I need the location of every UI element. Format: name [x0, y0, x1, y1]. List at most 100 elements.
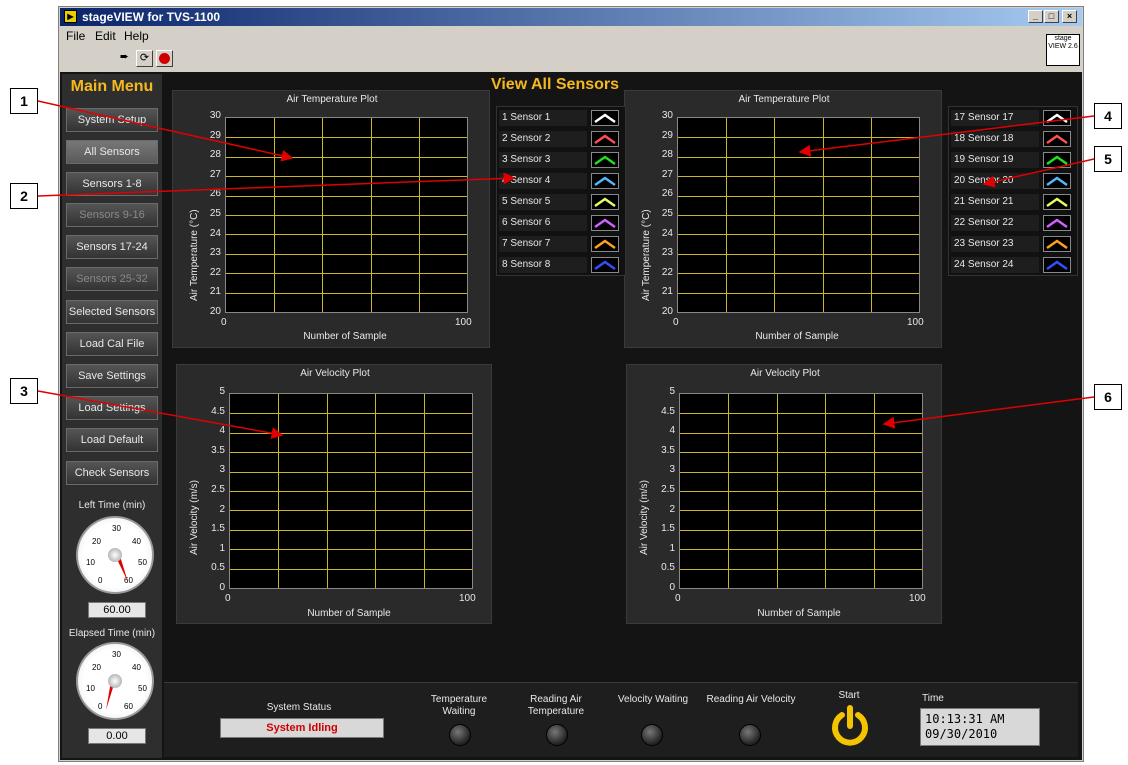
- reading-air-velocity-led: [739, 724, 761, 746]
- legend-row[interactable]: 2 Sensor 2: [499, 130, 625, 148]
- maximize-button[interactable]: □: [1044, 10, 1059, 23]
- legend-sensors-1-8: 1 Sensor 1 2 Sensor 2 3 Sensor 3 4 Sensor 4…: [496, 106, 626, 276]
- sensors-17-24-button[interactable]: Sensors 17-24: [66, 235, 158, 259]
- legend-label: 1 Sensor 1: [499, 110, 587, 126]
- velocity-plot-left-area[interactable]: [229, 393, 473, 589]
- legend-row[interactable]: 22 Sensor 22: [951, 214, 1077, 232]
- sensors-25-32-button[interactable]: Sensors 25-32: [66, 267, 158, 291]
- legend-swatch-icon[interactable]: [1043, 257, 1071, 273]
- legend-row[interactable]: 24 Sensor 24: [951, 256, 1077, 274]
- stageview-logo: stage VIEW 2.6: [1046, 34, 1080, 66]
- legend-row[interactable]: 21 Sensor 21: [951, 193, 1077, 211]
- legend-row[interactable]: 23 Sensor 23: [951, 235, 1077, 253]
- legend-swatch-icon[interactable]: [1043, 194, 1071, 210]
- legend-swatch-icon[interactable]: [1043, 131, 1071, 147]
- temp-plot-left-area[interactable]: [225, 117, 468, 313]
- time-value: 10:13:31 AM: [925, 712, 1005, 726]
- y-tick: 3.5: [661, 444, 675, 456]
- grid-line-horizontal: [680, 471, 922, 473]
- power-start-icon[interactable]: [828, 704, 872, 748]
- x-tick: 0: [221, 317, 227, 328]
- elapsed-time-value: 0.00: [88, 728, 146, 744]
- plot-title: Air Temperature Plot: [738, 94, 830, 105]
- legend-label: 24 Sensor 24: [951, 257, 1039, 273]
- y-tick: 2.5: [661, 484, 675, 495]
- legend-label: 22 Sensor 22: [951, 215, 1039, 231]
- grid-line-horizontal: [680, 549, 922, 551]
- legend-swatch-icon[interactable]: [591, 257, 619, 273]
- velocity-plot-left: Air Velocity Plot Air Velocity (m/s) 5 4.…: [176, 364, 492, 624]
- title-bar: ▶ stageVIEW for TVS-1100 _ □ ×: [60, 8, 1082, 26]
- temp-plot-right-area[interactable]: [677, 117, 920, 313]
- legend-swatch-icon[interactable]: [1043, 173, 1071, 189]
- grid-line-horizontal: [226, 176, 467, 178]
- legend-row[interactable]: 7 Sensor 7: [499, 235, 625, 253]
- grid-line-horizontal: [226, 292, 467, 294]
- menu-help[interactable]: Help: [124, 29, 149, 43]
- y-tick: 20: [661, 306, 673, 317]
- legend-label: 7 Sensor 7: [499, 236, 587, 252]
- grid-line-horizontal: [680, 529, 922, 531]
- y-tick: 30: [661, 110, 673, 121]
- run-continuous-icon[interactable]: ⟳: [136, 50, 153, 67]
- y-tick: 21: [209, 286, 221, 298]
- dial-needle-icon: [115, 555, 128, 582]
- y-tick: 0.5: [661, 562, 675, 574]
- grid-line-horizontal: [226, 156, 467, 158]
- y-tick: 2: [669, 503, 675, 515]
- left-time-label: Left Time (min): [78, 500, 146, 511]
- y-tick: 3: [669, 464, 675, 476]
- legend-swatch-icon[interactable]: [591, 215, 619, 231]
- legend-swatch-icon[interactable]: [591, 110, 619, 126]
- legend-swatch-icon[interactable]: [591, 131, 619, 147]
- save-settings-button[interactable]: Save Settings: [66, 364, 158, 388]
- legend-row[interactable]: 3 Sensor 3: [499, 151, 625, 169]
- load-settings-button[interactable]: Load Settings: [66, 396, 158, 420]
- y-tick: 3: [219, 464, 225, 476]
- load-default-button[interactable]: Load Default: [66, 428, 158, 452]
- legend-row[interactable]: 8 Sensor 8: [499, 256, 625, 274]
- sensors-9-16-button[interactable]: Sensors 9-16: [66, 203, 158, 227]
- menu-edit[interactable]: Edit: [95, 29, 116, 43]
- y-tick: 4.5: [661, 405, 675, 417]
- callout-arrow-3: [37, 390, 284, 440]
- callout-6: 6: [1094, 384, 1122, 410]
- legend-row[interactable]: 18 Sensor 18: [951, 130, 1077, 148]
- legend-row[interactable]: 5 Sensor 5: [499, 193, 625, 211]
- y-tick: 29: [661, 129, 673, 141]
- close-button[interactable]: ×: [1062, 10, 1077, 23]
- y-tick: 26: [209, 188, 221, 200]
- legend-row[interactable]: 19 Sensor 19: [951, 151, 1077, 169]
- stop-icon[interactable]: [156, 50, 173, 67]
- velocity-waiting-label: Velocity Waiting: [617, 694, 689, 705]
- grid-line-horizontal: [226, 273, 467, 275]
- minimize-button[interactable]: _: [1028, 10, 1043, 23]
- y-tick: 23: [209, 247, 221, 259]
- menu-file[interactable]: File: [66, 29, 86, 43]
- legend-label: 21 Sensor 21: [951, 194, 1039, 210]
- velocity-plot-right-area[interactable]: [679, 393, 923, 589]
- legend-row[interactable]: 4 Sensor 4: [499, 172, 625, 190]
- legend-swatch-icon[interactable]: [1043, 236, 1071, 252]
- legend-swatch-icon[interactable]: [1043, 215, 1071, 231]
- legend-swatch-icon[interactable]: [591, 194, 619, 210]
- legend-label: 8 Sensor 8: [499, 257, 587, 273]
- legend-swatch-icon[interactable]: [591, 152, 619, 168]
- grid-line-horizontal: [230, 491, 472, 492]
- legend-swatch-icon[interactable]: [591, 236, 619, 252]
- legend-row[interactable]: 1 Sensor 1: [499, 109, 625, 127]
- legend-row[interactable]: 6 Sensor 6: [499, 214, 625, 232]
- selected-sensors-button[interactable]: Selected Sensors: [66, 300, 158, 324]
- grid-line-horizontal: [680, 432, 922, 434]
- grid-line-horizontal: [226, 234, 467, 236]
- run-arrow-icon[interactable]: ➨: [119, 51, 130, 63]
- legend-label: 23 Sensor 23: [951, 236, 1039, 252]
- y-tick: 5: [219, 386, 225, 397]
- system-setup-button[interactable]: System Setup: [66, 108, 158, 132]
- y-tick: 3.5: [211, 444, 225, 456]
- check-sensors-button[interactable]: Check Sensors: [66, 461, 158, 485]
- grid-line-horizontal: [230, 510, 472, 512]
- legend-swatch-icon[interactable]: [591, 173, 619, 189]
- load-cal-file-button[interactable]: Load Cal File: [66, 332, 158, 356]
- all-sensors-button[interactable]: All Sensors: [66, 140, 158, 164]
